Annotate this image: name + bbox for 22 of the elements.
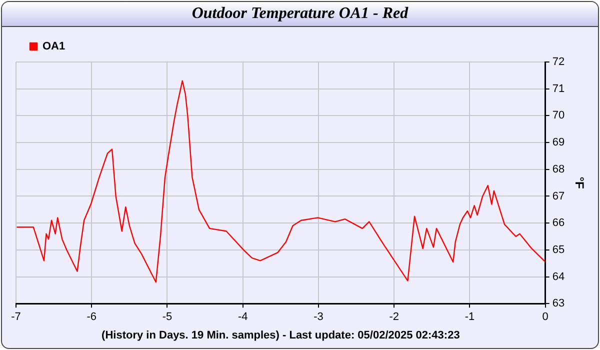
- x-tick-label: -1: [464, 311, 475, 324]
- y-tick-label: 67: [552, 190, 565, 202]
- y-tick-label: 65: [552, 244, 565, 256]
- x-tick-label: 0: [542, 311, 548, 324]
- y-tick-label: 66: [552, 217, 565, 230]
- y-tick-label: 63: [552, 298, 565, 310]
- x-tick-label: -5: [162, 311, 172, 324]
- y-tick-label: 71: [552, 82, 565, 95]
- y-tick-label: 72: [552, 56, 565, 68]
- x-tick-label: -7: [11, 311, 21, 324]
- legend-label: OA1: [42, 40, 66, 53]
- x-tick-label: -4: [238, 311, 248, 324]
- y-tick-label: 64: [552, 270, 565, 283]
- x-tick-label: -3: [314, 311, 324, 324]
- y-tick-label: 68: [552, 163, 565, 176]
- y-tick-label: 69: [552, 136, 565, 149]
- x-tick-label: -2: [389, 311, 400, 324]
- x-axis-title: (History in Days. 19 Min. samples) - Last update: 05/02/2025 02:43:23: [102, 329, 460, 342]
- x-tick-label: -6: [86, 311, 97, 324]
- chart-title: Outdoor Temperature OA1 - Red: [2, 2, 598, 27]
- y-tick-label: 70: [552, 110, 565, 122]
- y-axis-title: °F: [572, 176, 586, 189]
